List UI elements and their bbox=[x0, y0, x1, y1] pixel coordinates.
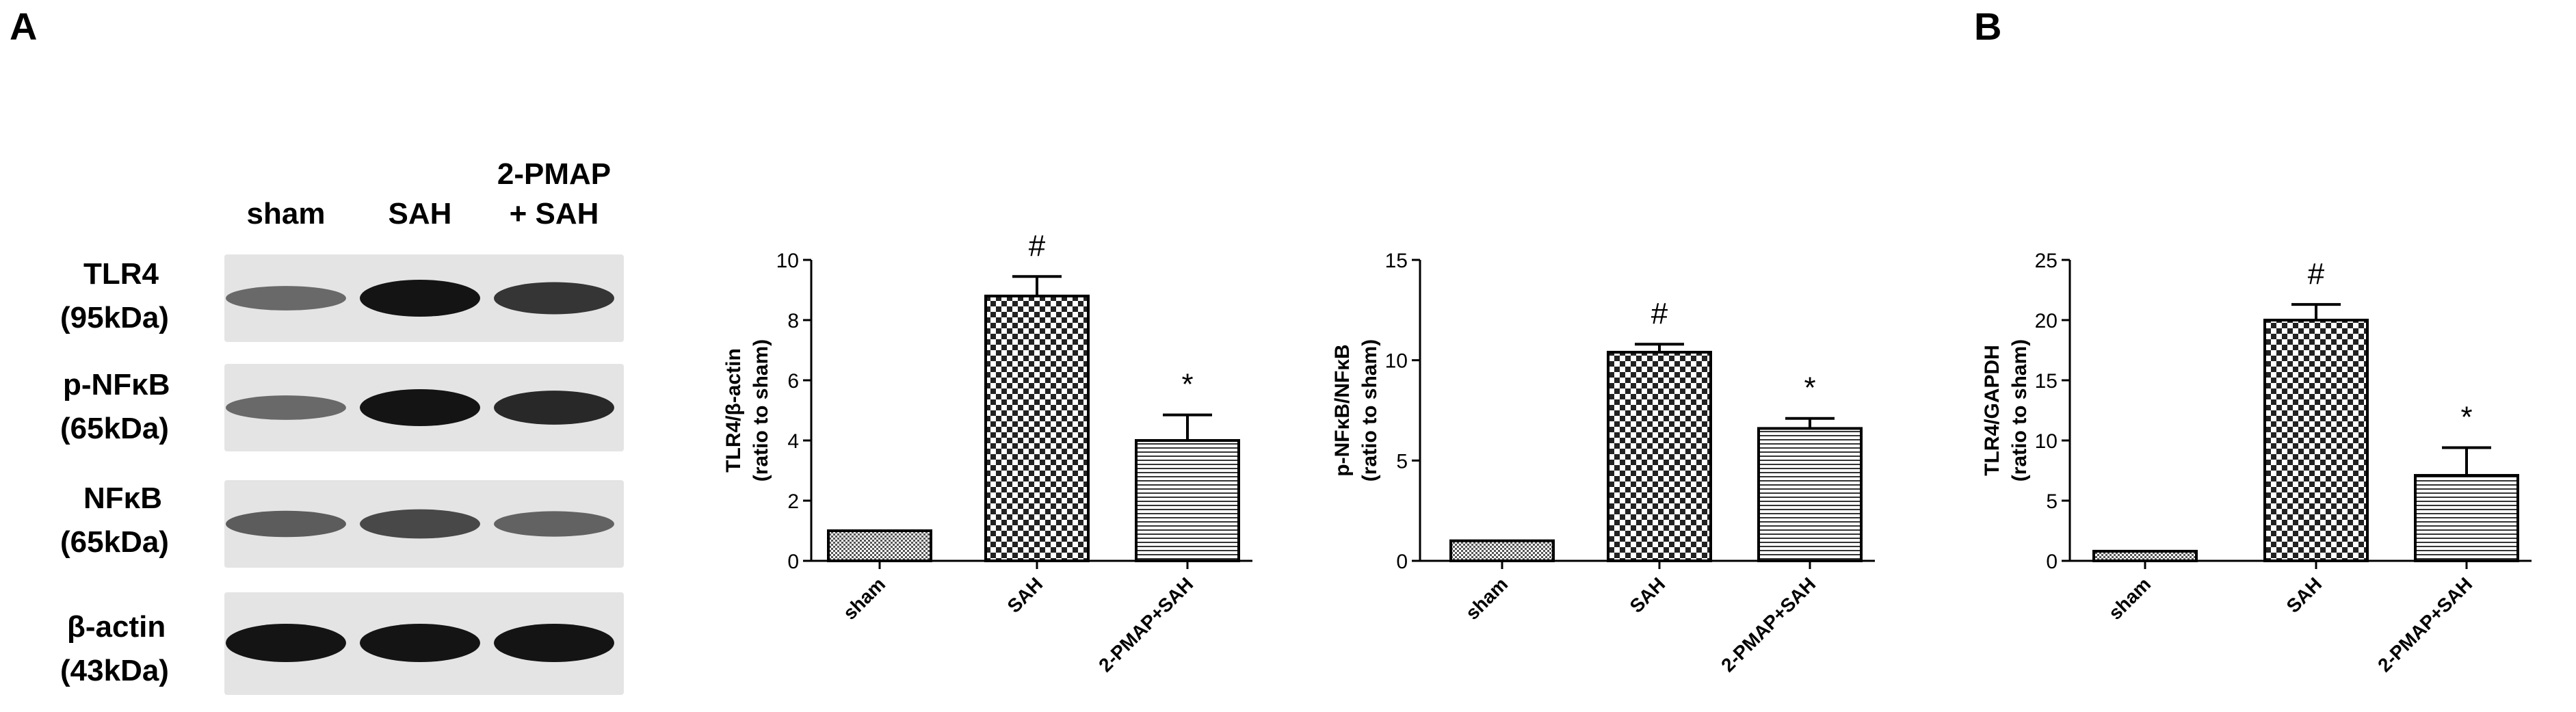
blot-band bbox=[494, 624, 614, 662]
y-axis-title: p-NFκB/NFκB bbox=[1331, 344, 1354, 476]
bar bbox=[2263, 319, 2369, 562]
blot-row-name: NFκB bbox=[83, 482, 162, 515]
x-tick-label: sham bbox=[2105, 573, 2155, 624]
panel-label-a: A bbox=[10, 5, 38, 48]
y-tick-label: 5 bbox=[1396, 450, 1408, 473]
x-tick-label: SAH bbox=[1003, 573, 1047, 617]
bar bbox=[1135, 439, 1240, 562]
y-tick-label: 5 bbox=[2046, 490, 2058, 513]
x-tick-label: SAH bbox=[2283, 573, 2326, 617]
y-tick-label: 25 bbox=[2035, 250, 2058, 272]
significance-marker: * bbox=[1181, 368, 1193, 401]
blot-row-kda: (65kDa) bbox=[60, 525, 169, 559]
blot-band bbox=[226, 395, 346, 420]
bar bbox=[1607, 350, 1712, 563]
y-axis-subtitle: (ratio to sham) bbox=[1358, 339, 1381, 482]
x-tick-label: sham bbox=[839, 573, 890, 624]
bar bbox=[1757, 427, 1863, 563]
y-axis-subtitle: (ratio to sham) bbox=[2008, 339, 2031, 482]
blot-row-kda: (43kDa) bbox=[60, 654, 169, 687]
bar bbox=[2414, 474, 2519, 562]
blot-band bbox=[226, 624, 346, 662]
y-tick-label: 10 bbox=[776, 250, 799, 272]
blot-band bbox=[360, 624, 480, 662]
blot-band bbox=[360, 509, 480, 539]
y-axis-title: TLR4/β-actin bbox=[722, 348, 745, 473]
y-tick-label: 10 bbox=[1385, 350, 1408, 373]
blot-row-kda: (65kDa) bbox=[60, 412, 169, 445]
blot-row-name: TLR4 bbox=[83, 257, 159, 291]
blot-band bbox=[494, 511, 614, 537]
y-tick-label: 15 bbox=[2035, 370, 2058, 393]
blot-row-name: p-NFκB bbox=[63, 368, 170, 401]
y-tick-label: 8 bbox=[787, 310, 799, 332]
y-tick-label: 0 bbox=[787, 551, 799, 573]
panel-label-b: B bbox=[1974, 5, 2002, 48]
y-tick-label: 6 bbox=[787, 370, 799, 393]
significance-marker: * bbox=[1804, 371, 1815, 405]
blot-band bbox=[226, 286, 346, 311]
blot-band bbox=[360, 389, 480, 426]
x-tick-label: SAH bbox=[1626, 573, 1670, 617]
bar bbox=[2092, 549, 2198, 562]
y-tick-label: 4 bbox=[787, 430, 799, 453]
y-tick-label: 15 bbox=[1385, 250, 1408, 272]
bar bbox=[827, 529, 932, 562]
x-tick-label: 2-PMAP+SAH bbox=[1094, 573, 1197, 676]
y-axis-subtitle: (ratio to sham) bbox=[750, 339, 772, 482]
x-tick-label: 2-PMAP+SAH bbox=[2374, 573, 2476, 676]
significance-marker: # bbox=[2308, 257, 2325, 291]
chart-1: 0 2 4 6 8 10 TLR4/β-actin (ratio to sham) sham # S… bbox=[722, 229, 1252, 676]
bar bbox=[984, 294, 1090, 562]
y-tick-label: 10 bbox=[2035, 430, 2058, 453]
lane-label-sham: sham bbox=[246, 197, 326, 230]
significance-marker: * bbox=[2460, 401, 2472, 434]
chart-3: 0 5 10 15 20 25 TLR4/GAPDH (ratio to sham) sham #… bbox=[1981, 250, 2532, 676]
y-axis-title: TLR4/GAPDH bbox=[1981, 345, 2003, 476]
blot-band bbox=[494, 391, 614, 425]
significance-marker: # bbox=[1029, 229, 1046, 263]
x-tick-label: 2-PMAP+SAH bbox=[1717, 573, 1819, 676]
lane-label-2pmap-sah: 2-PMAP + SAH bbox=[497, 157, 612, 230]
y-tick-label: 0 bbox=[1396, 551, 1408, 573]
chart-2: 0 5 10 15 p-NFκB/NFκB (ratio to sham) sham # SAH… bbox=[1331, 250, 1875, 676]
blot-row-kda: (95kDa) bbox=[60, 301, 169, 334]
y-tick-label: 20 bbox=[2035, 310, 2058, 332]
bar bbox=[1449, 539, 1555, 563]
blot-band bbox=[226, 510, 346, 538]
x-tick-label: sham bbox=[1462, 573, 1512, 624]
blot-row-name: β-actin bbox=[67, 610, 166, 644]
lane-label-sah: SAH bbox=[388, 197, 452, 230]
blot-band bbox=[494, 282, 614, 315]
y-tick-label: 0 bbox=[2046, 551, 2058, 573]
blot-band bbox=[360, 280, 480, 317]
significance-marker: # bbox=[1651, 297, 1668, 330]
y-tick-label: 2 bbox=[787, 490, 799, 513]
